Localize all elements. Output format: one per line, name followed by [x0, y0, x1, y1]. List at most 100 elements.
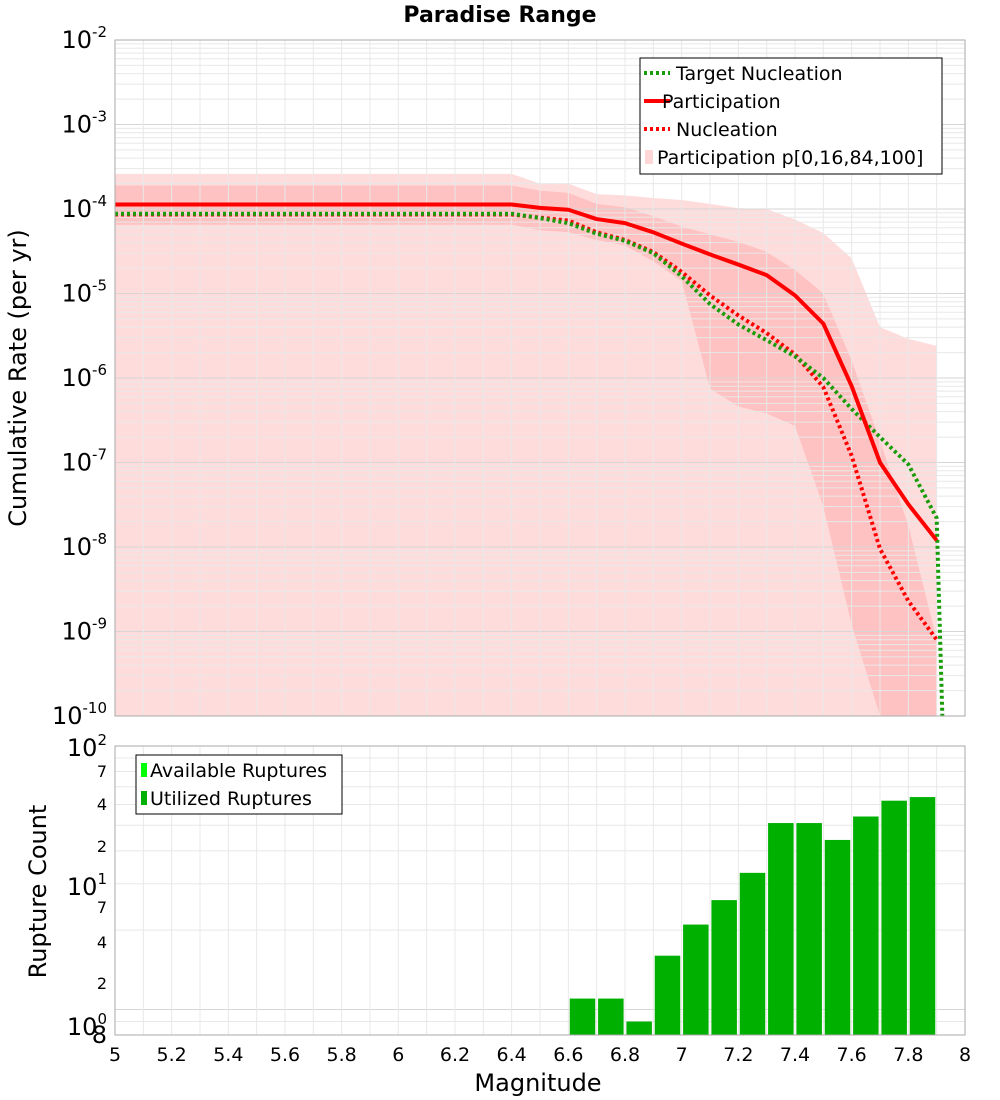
- bar-4: [683, 924, 709, 1035]
- y-tick-exponent: 0: [97, 1010, 107, 1028]
- y-tick-base: 10: [61, 364, 92, 392]
- count-plot-frame: [114, 745, 966, 1036]
- legend-label-1: Utilized Ruptures: [150, 788, 312, 810]
- y-tick-exponent: 2: [97, 731, 107, 749]
- count-y-tick-label: 100: [67, 1010, 107, 1041]
- rate-y-axis-label: Cumulative Rate (per yr): [4, 229, 32, 527]
- y-tick-base: 10: [61, 195, 92, 223]
- x-tick-label: 7.4: [780, 1044, 810, 1066]
- legend-box: [135, 754, 343, 815]
- rate-legend[interactable]: Target Nucleation Participation Nucleation…: [639, 57, 943, 175]
- y-tick-exponent: -5: [92, 277, 107, 295]
- count-legend[interactable]: Available Ruptures Utilized Ruptures: [135, 754, 343, 815]
- count-y-axis-label: Rupture Count: [24, 805, 52, 979]
- y-tick-label: 10-10: [52, 699, 107, 730]
- x-tick-label: 7.6: [837, 1044, 867, 1066]
- count-y-tick-label: 2: [97, 837, 107, 856]
- count-y-tick-label: 2: [97, 974, 107, 993]
- bar-8: [796, 823, 822, 1035]
- count-y-tick-label: 7: [97, 762, 107, 781]
- bar-11: [881, 800, 907, 1035]
- legend-label-1: Participation: [662, 91, 781, 113]
- y-tick-label: 10-4: [61, 192, 107, 223]
- count-y-tick-label: 102: [67, 731, 107, 762]
- y-tick-base: 10: [61, 533, 92, 561]
- y-tick-exponent: -4: [92, 192, 107, 210]
- x-tick-label: 7.8: [893, 1044, 923, 1066]
- series-line-1: [115, 202, 939, 542]
- rate-series-lines: [115, 202, 945, 717]
- x-tick-label: 5.8: [327, 1044, 357, 1066]
- legend-swatch-3: [645, 150, 653, 164]
- x-tick-label: 6.2: [440, 1044, 470, 1066]
- y-tick-exponent: 1: [97, 870, 107, 888]
- x-tick-label: 5.2: [157, 1044, 187, 1066]
- bar-0: [569, 998, 596, 1035]
- legend-label-3: Participation p[0,16,84,100]: [657, 147, 923, 169]
- bar-7: [768, 823, 794, 1035]
- y-tick-label: 10-3: [61, 108, 107, 139]
- y-tick-label: 10-8: [61, 530, 107, 561]
- bar-12: [909, 797, 936, 1035]
- legend-swatch-1: [141, 791, 147, 805]
- y-tick-exponent: -8: [92, 530, 107, 548]
- bar-9: [824, 839, 851, 1035]
- y-tick-base: 10: [61, 449, 92, 477]
- x-tick-label: 6.4: [497, 1044, 527, 1066]
- x-tick-label: 6.8: [610, 1044, 640, 1066]
- participation-bands: [115, 173, 937, 717]
- legend-label-2: Nucleation: [676, 119, 778, 141]
- rate-plot: 10-210-310-410-510-610-710-810-910-10 Cu…: [4, 23, 966, 730]
- y-tick-base: 10: [67, 734, 98, 762]
- x-tick-label: 5: [109, 1044, 121, 1066]
- count-y-tick-label: 4: [97, 795, 107, 814]
- rate-y-ticks: 10-210-310-410-510-610-710-810-910-10: [52, 23, 107, 730]
- count-y-tick-label: 4: [97, 933, 107, 952]
- y-tick-exponent: -2: [92, 23, 107, 41]
- y-tick-label: 10-7: [61, 446, 107, 477]
- x-tick-label: 6.6: [553, 1044, 583, 1066]
- bar-5: [711, 900, 737, 1035]
- x-tick-label: 5.6: [270, 1044, 300, 1066]
- rate-plot-frame: [114, 39, 966, 717]
- series-line-0: [115, 211, 945, 717]
- legend-swatch-0: [141, 763, 147, 777]
- bar-3: [654, 955, 681, 1035]
- y-tick-exponent: -10: [83, 699, 108, 717]
- bar-2: [626, 1021, 652, 1035]
- magnitude-x-ticks: 5 5.2 5.4 5.6 5.8 6 6.2 6.4 6.6 6.8 7 7.2 7.4 7.6 7.8 8: [109, 1044, 971, 1066]
- chart-title: Paradise Range: [403, 3, 596, 28]
- y-tick-base: 10: [61, 280, 92, 308]
- count-y-tick-label: 101: [67, 870, 107, 901]
- count-y-tick-label: 7: [97, 898, 107, 917]
- x-tick-label: 6: [392, 1044, 404, 1066]
- band-1: [115, 185, 937, 717]
- x-tick-label: 7.2: [723, 1044, 753, 1066]
- y-tick-base: 10: [61, 26, 92, 54]
- y-tick-exponent: -7: [92, 446, 107, 464]
- y-tick-exponent: -3: [92, 108, 107, 126]
- y-tick-base: 10: [52, 702, 83, 730]
- y-tick-base: 10: [67, 1013, 98, 1041]
- bar-10: [853, 816, 879, 1035]
- x-tick-label: 5.4: [213, 1044, 243, 1066]
- legend-box: [639, 57, 943, 175]
- x-tick-label: 8: [959, 1044, 971, 1066]
- y-tick-label: 10-6: [61, 361, 107, 392]
- x-tick-label: 7: [676, 1044, 688, 1066]
- bar-6: [739, 872, 766, 1035]
- count-bars: [569, 797, 936, 1035]
- y-tick-label: 10-9: [61, 615, 107, 646]
- magnitude-x-axis-label: Magnitude: [474, 1069, 601, 1097]
- y-tick-base: 10: [67, 873, 98, 901]
- y-tick-base: 10: [61, 111, 92, 139]
- y-tick-label: 10-2: [61, 23, 107, 54]
- legend-label-0: Available Ruptures: [150, 760, 327, 782]
- legend-label-0: Target Nucleation: [675, 63, 843, 85]
- y-tick-exponent: -9: [92, 615, 107, 633]
- y-tick-base: 10: [61, 618, 92, 646]
- bar-1: [598, 998, 624, 1035]
